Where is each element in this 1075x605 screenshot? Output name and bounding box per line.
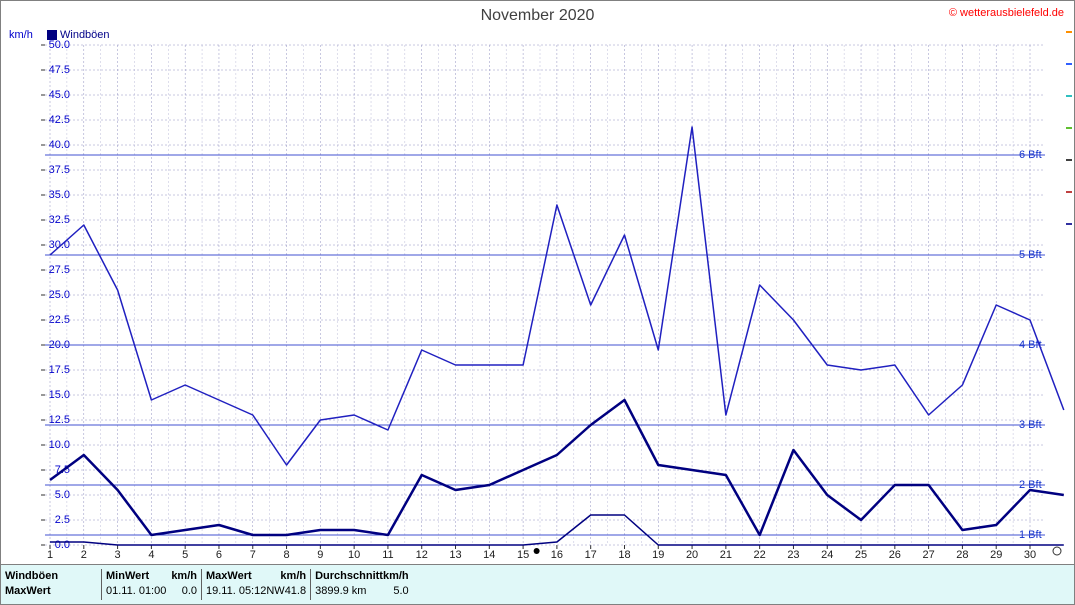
stats-box: Durchschnittkm/h3899.9 km5.0 bbox=[310, 569, 413, 600]
stats-panel: Windböen MaxWert MinWertkm/h01.11. 01:00… bbox=[1, 564, 1074, 604]
stats-box: MinWertkm/h01.11. 01:000.0 bbox=[101, 569, 201, 600]
xtick-label: 18 bbox=[618, 549, 630, 561]
side-marker bbox=[1066, 159, 1072, 161]
xtick-label: 20 bbox=[686, 549, 698, 561]
xtick-label: 7 bbox=[250, 549, 256, 561]
side-marker bbox=[1066, 127, 1072, 129]
yaxis-label: km/h bbox=[9, 29, 33, 41]
xtick-label: 23 bbox=[787, 549, 799, 561]
xtick-label: 10 bbox=[348, 549, 360, 561]
xtick-label: 15 bbox=[517, 549, 529, 561]
xtick-label: 5 bbox=[182, 549, 188, 561]
xtick-label: 9 bbox=[317, 549, 323, 561]
xtick-label: 3 bbox=[115, 549, 121, 561]
xtick-label: 21 bbox=[720, 549, 732, 561]
chart-title: November 2020 bbox=[1, 7, 1074, 25]
side-marker bbox=[1066, 95, 1072, 97]
xtick-label: 17 bbox=[585, 549, 597, 561]
attribution: © wetterausbielefeld.de bbox=[949, 7, 1064, 19]
xtick-label: 16 bbox=[551, 549, 563, 561]
stats-left: Windböen MaxWert bbox=[1, 569, 101, 600]
xtick-label: 11 bbox=[382, 549, 393, 561]
stats-left-row2: MaxWert bbox=[5, 584, 101, 599]
side-marker bbox=[1066, 191, 1072, 193]
xtick-label: 28 bbox=[956, 549, 968, 561]
xtick-label: 30 bbox=[1024, 549, 1036, 561]
xtick-label: 13 bbox=[449, 549, 461, 561]
xtick-label: 24 bbox=[821, 549, 833, 561]
side-marker bbox=[1066, 31, 1072, 33]
xtick-label: 2 bbox=[81, 549, 87, 561]
side-cutoff-markers bbox=[1066, 31, 1074, 255]
xtick-label: 27 bbox=[922, 549, 934, 561]
side-marker bbox=[1066, 223, 1072, 225]
xtick-label: 19 bbox=[652, 549, 664, 561]
xtick-label: 26 bbox=[889, 549, 901, 561]
xtick-label: 4 bbox=[148, 549, 154, 561]
xtick-label: 1 bbox=[47, 549, 53, 561]
xtick-label: 25 bbox=[855, 549, 867, 561]
side-marker bbox=[1066, 63, 1072, 65]
chart-container: November 2020 © wetterausbielefeld.de km… bbox=[0, 0, 1075, 605]
xtick-label: 14 bbox=[483, 549, 495, 561]
xtick-label: 12 bbox=[416, 549, 428, 561]
chart-svg bbox=[45, 45, 1045, 545]
xtick-label: 8 bbox=[283, 549, 289, 561]
stats-boxes: MinWertkm/h01.11. 01:000.0MaxWertkm/h19.… bbox=[101, 569, 413, 600]
stats-left-row1: Windböen bbox=[5, 569, 101, 584]
xtick-label: 29 bbox=[990, 549, 1002, 561]
xtick-label: 22 bbox=[754, 549, 766, 561]
stats-box: MaxWertkm/h19.11. 05:12NW41.8 bbox=[201, 569, 310, 600]
xtick-label: 6 bbox=[216, 549, 222, 561]
